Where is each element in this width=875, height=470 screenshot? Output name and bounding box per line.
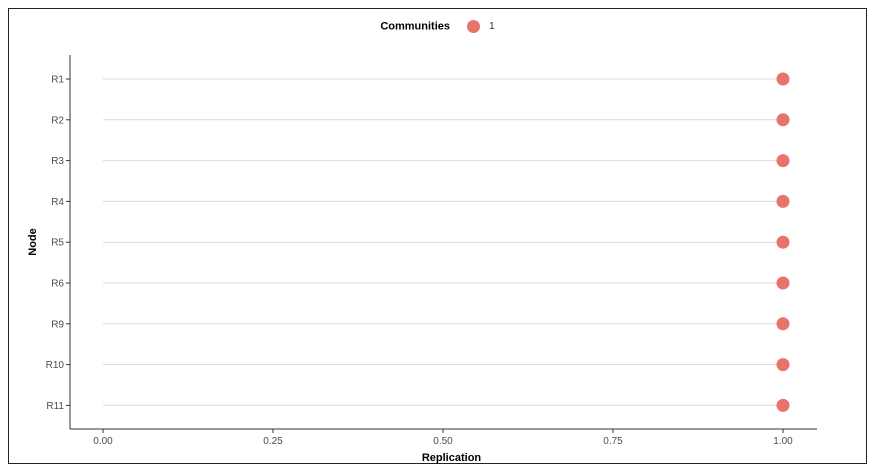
y-tick-label-r2: R2 bbox=[51, 115, 64, 126]
data-point-r1 bbox=[776, 72, 790, 86]
y-tick-label-r11: R11 bbox=[46, 401, 64, 412]
data-point-r3 bbox=[776, 154, 790, 168]
y-tick-label-r5: R5 bbox=[51, 238, 64, 249]
y-tick-label-r4: R4 bbox=[51, 197, 64, 208]
data-point-r11 bbox=[776, 398, 790, 412]
y-tick-label-r9: R9 bbox=[51, 319, 64, 330]
legend-title: Communities bbox=[380, 20, 450, 33]
legend-key-community-1 bbox=[467, 20, 481, 33]
y-tick-label-r10: R10 bbox=[46, 360, 65, 371]
y-tick-label-r6: R6 bbox=[51, 279, 64, 290]
data-point-r6 bbox=[776, 276, 790, 290]
x-tick-label-1: 0.25 bbox=[263, 436, 283, 447]
data-point-r10 bbox=[776, 358, 790, 372]
chart-frame bbox=[8, 8, 867, 464]
x-axis-title: Replication bbox=[422, 452, 482, 464]
data-point-r2 bbox=[776, 113, 790, 127]
x-tick-label-0: 0.00 bbox=[93, 436, 113, 447]
y-axis-title: Node bbox=[27, 228, 39, 256]
x-tick-label-4: 1.00 bbox=[773, 436, 793, 447]
data-point-r4 bbox=[776, 194, 790, 208]
y-tick-label-r1: R1 bbox=[51, 75, 64, 86]
legend: Communities 1 bbox=[0, 20, 875, 33]
x-tick-label-2: 0.50 bbox=[433, 436, 453, 447]
y-tick-label-r3: R3 bbox=[51, 156, 64, 167]
x-tick-label-3: 0.75 bbox=[603, 436, 623, 447]
data-point-r5 bbox=[776, 235, 790, 249]
legend-label-community-1: 1 bbox=[489, 21, 495, 32]
data-point-r9 bbox=[776, 317, 790, 331]
